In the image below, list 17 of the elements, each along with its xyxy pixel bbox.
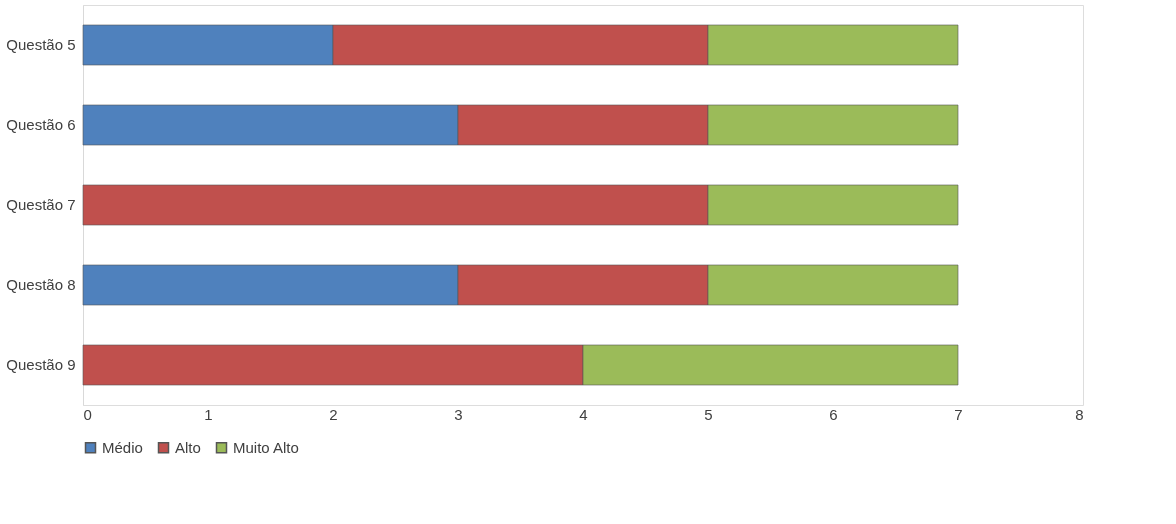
y-tick-label: Questão 6 [6,116,76,133]
y-tick-label: Questão 7 [6,196,76,213]
x-tick-label: 2 [329,405,338,423]
x-tick-label: 4 [579,405,588,423]
y-tick-label: Questão 9 [6,356,76,373]
x-tick-label: 6 [829,405,838,423]
x-tick-label: 5 [704,405,713,423]
legend-label: Muito Alto [233,438,299,456]
y-tick-label: Questão 5 [6,36,76,53]
x-tick-label: 1 [204,405,213,423]
x-tick-label: 0 [83,405,92,423]
x-tick-label: 3 [454,405,463,423]
x-tick-label: 8 [1075,405,1084,423]
legend-label: Alto [175,438,201,456]
legend-label: Médio [102,438,143,456]
y-tick-label: Questão 8 [6,276,76,293]
x-tick-label: 7 [954,405,963,423]
